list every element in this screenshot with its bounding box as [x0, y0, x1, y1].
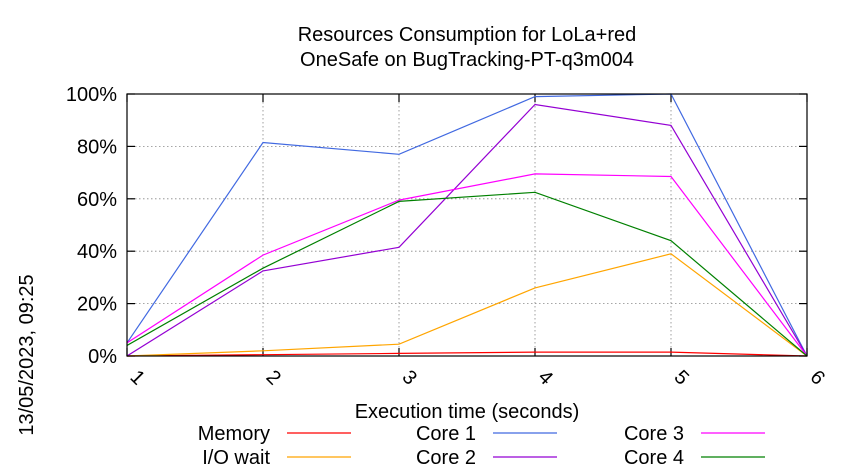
- series-line-core-2: [126, 103, 808, 357]
- plot-frame: [126, 93, 808, 357]
- series-line-memory: [126, 351, 808, 357]
- legend-label-core-2: Core 2: [416, 447, 476, 469]
- legend-label-core-4: Core 4: [624, 447, 684, 469]
- chart-subtitle: OneSafe on BugTracking-PT-q3m004: [300, 49, 634, 71]
- grid: [127, 94, 807, 356]
- x-tick-label: 2: [262, 366, 285, 389]
- legend-label-i-o-wait: I/O wait: [202, 447, 270, 469]
- plot-series: [126, 93, 808, 357]
- y-tick-label: 40%: [77, 241, 117, 263]
- y-tick-label: 20%: [77, 294, 117, 316]
- series-line-i-o-wait: [126, 253, 808, 357]
- legend-label-memory: Memory: [198, 423, 270, 445]
- series-line-core-1: [126, 93, 808, 357]
- y-tick-label: 60%: [77, 189, 117, 211]
- x-tick-label: 5: [670, 366, 693, 389]
- series-line-core-3: [126, 173, 808, 357]
- series-line-core-4: [126, 191, 808, 357]
- y-tick-label: 100%: [66, 84, 117, 106]
- x-tick-label: 3: [398, 366, 421, 389]
- x-tick-label: 6: [806, 366, 829, 389]
- x-axis: 1 2 3 4 5 6: [126, 94, 829, 389]
- x-tick-label: 4: [534, 366, 557, 389]
- y-tick-label: 0%: [88, 346, 117, 368]
- legend-label-core-1: Core 1: [416, 423, 476, 445]
- y-tick-label: 80%: [77, 136, 117, 158]
- timestamp-label: 13/05/2023, 09:25: [16, 274, 38, 435]
- legend-label-core-3: Core 3: [624, 423, 684, 445]
- chart-title: Resources Consumption for LoLa+red: [298, 24, 637, 46]
- x-axis-label: Execution time (seconds): [355, 401, 580, 423]
- x-tick-label: 1: [126, 366, 149, 389]
